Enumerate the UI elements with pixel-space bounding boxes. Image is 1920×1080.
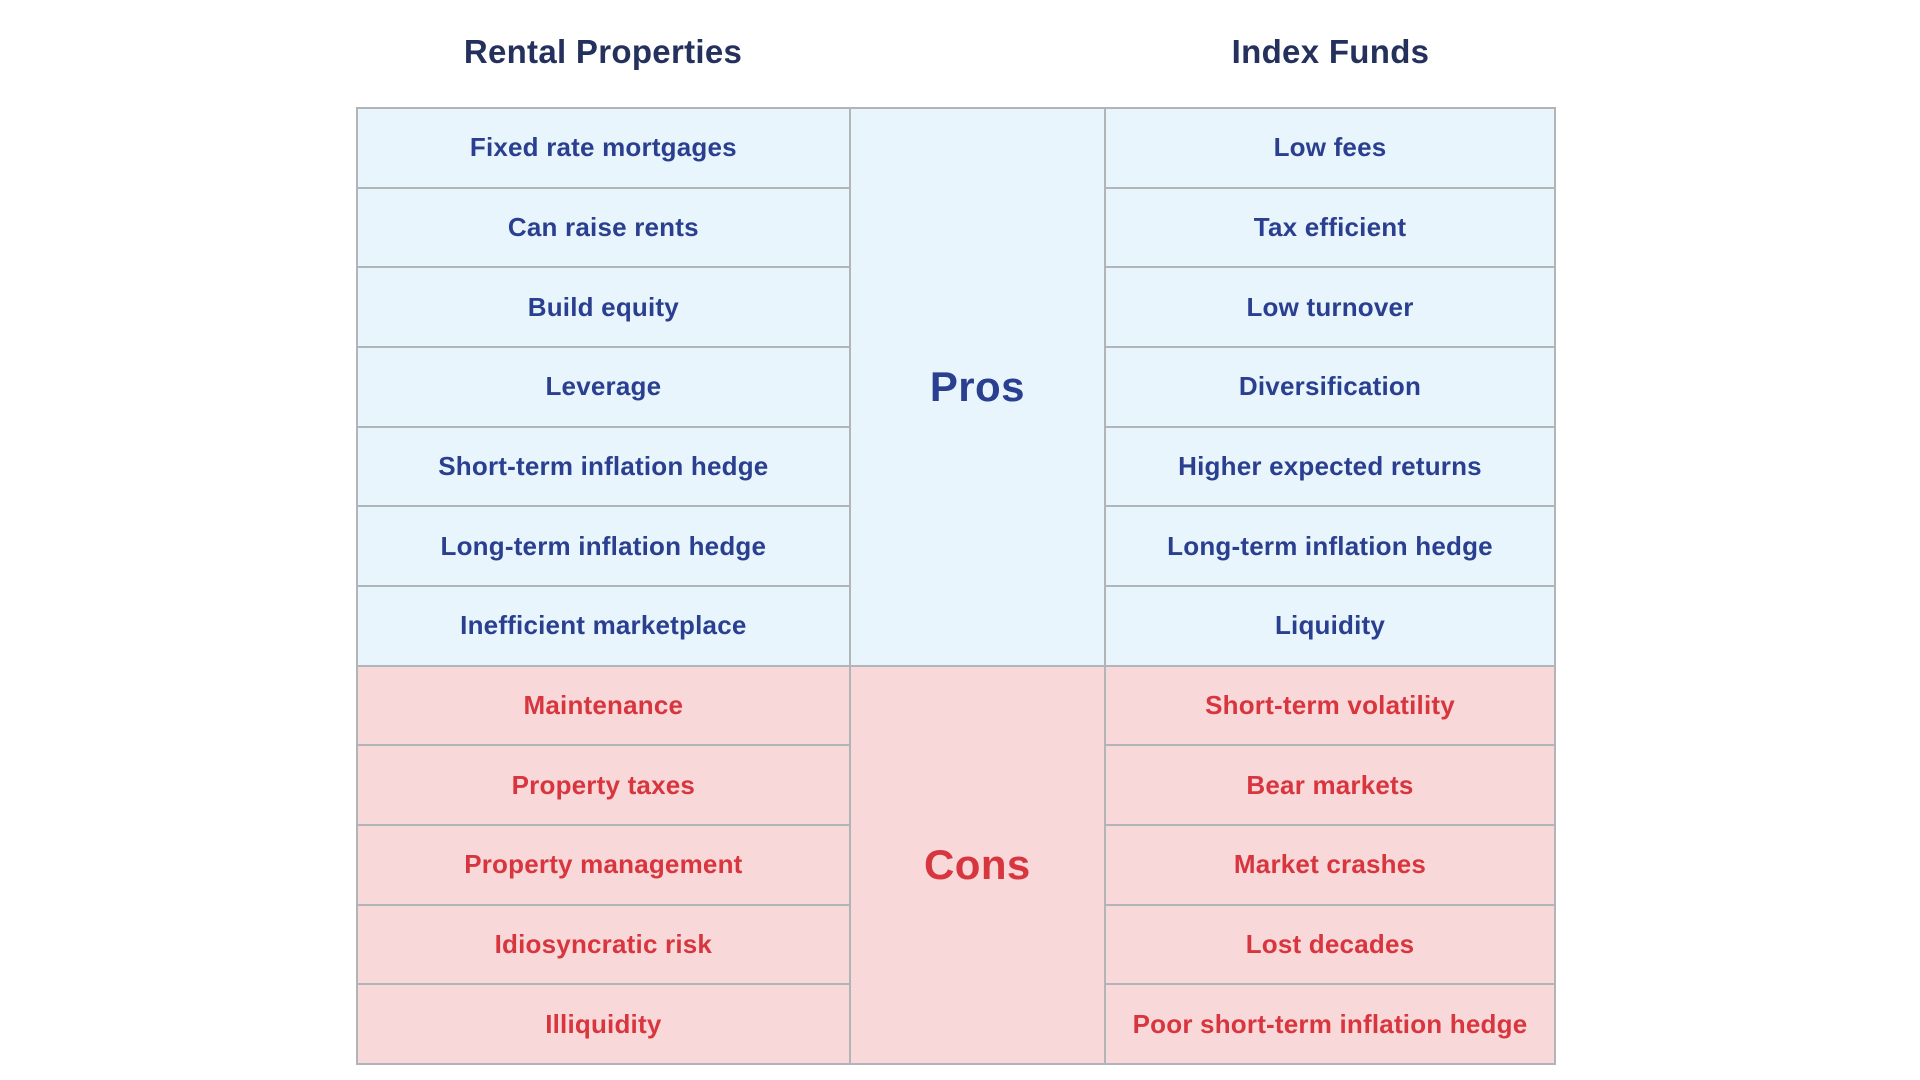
cell-rental-cons-4: Idiosyncratic risk [358,905,849,984]
cell-index-pros-2: Tax efficient [1106,188,1554,267]
cell-rental-pros-4: Leverage [358,347,849,426]
column-header-index-funds: Index Funds [1231,33,1430,70]
cell-index-pros-7: Liquidity [1106,586,1554,665]
cell-rental-pros-7: Inefficient marketplace [358,586,849,665]
cell-index-pros-4: Diversification [1106,347,1554,426]
cell-index-pros-5: Higher expected returns [1106,427,1554,506]
cell-rental-pros-5: Short-term inflation hedge [358,427,849,506]
cell-index-pros-1: Low fees [1106,109,1554,187]
cell-index-pros-3: Low turnover [1106,268,1554,346]
cell-index-cons-3: Market crashes [1106,825,1554,904]
pros-section-label: Pros [850,109,1104,665]
cell-rental-pros-2: Can raise rents [358,188,849,267]
cell-rental-pros-6: Long-term inflation hedge [358,507,849,585]
cell-index-cons-2: Bear markets [1106,746,1554,824]
cell-rental-pros-1: Fixed rate mortgages [358,109,849,187]
cell-index-cons-1: Short-term volatility [1106,666,1554,745]
cell-rental-pros-3: Build equity [358,268,849,346]
cell-index-pros-6: Long-term inflation hedge [1106,507,1554,585]
cell-index-cons-5: Poor short-term inflation hedge [1106,985,1554,1063]
cons-section-label: Cons [850,666,1104,1063]
cell-rental-cons-5: Illiquidity [358,985,849,1063]
cell-rental-cons-1: Maintenance [358,666,849,745]
column-header-rental-properties: Rental Properties [463,33,743,70]
cell-rental-cons-3: Property management [358,825,849,904]
cell-rental-cons-2: Property taxes [358,746,849,824]
cell-index-cons-4: Lost decades [1106,905,1554,984]
comparison-table: Pros Fixed rate mortgages Low fees Can rais… [356,107,1556,1065]
